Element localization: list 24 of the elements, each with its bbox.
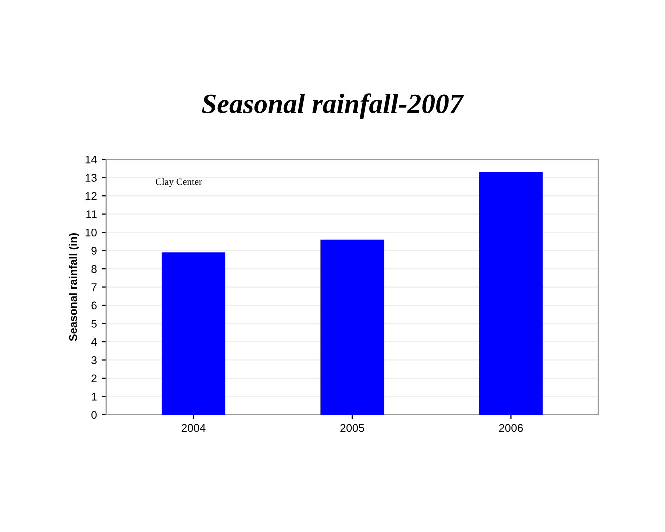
y-tick-label: 9 [92,247,97,255]
x-tick-label: 2005 [340,424,364,432]
y-tick-label: 3 [92,356,97,364]
bar [479,172,543,415]
y-tick-label: 5 [92,320,97,328]
y-tick-label: 13 [86,174,97,182]
chart-title: Seasonal rainfall-2007 [202,94,464,120]
y-tick-label: 8 [92,265,97,274]
y-tick-label: 4 [91,338,98,346]
y-tick-label: 6 [92,302,97,310]
y-tick-label: 10 [86,228,97,237]
y-axis-title: Seasonal rainfall (in) [69,233,80,342]
x-tick-label: 2006 [499,424,524,432]
y-tick-label: 2 [92,374,97,383]
y-tick-label: 14 [86,156,98,164]
x-tick-label: 2004 [182,424,206,432]
y-tick-label: 11 [86,210,97,218]
y-tick-label: 1 [92,393,97,401]
bar [162,252,226,415]
y-tick-label: 7 [92,284,97,292]
annotation: Clay Center [156,178,202,188]
y-tick-label: 0 [92,411,97,420]
y-tick-label: 12 [86,192,97,200]
bar [320,240,384,415]
